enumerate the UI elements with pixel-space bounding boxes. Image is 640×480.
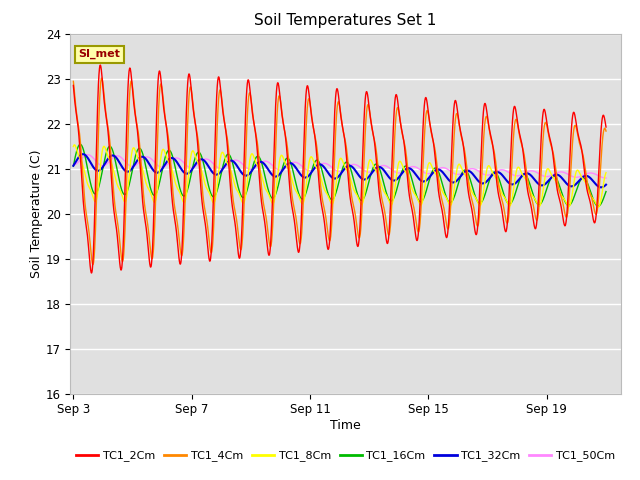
- Text: SI_met: SI_met: [79, 49, 120, 59]
- Y-axis label: Soil Temperature (C): Soil Temperature (C): [30, 149, 43, 278]
- Legend: TC1_2Cm, TC1_4Cm, TC1_8Cm, TC1_16Cm, TC1_32Cm, TC1_50Cm: TC1_2Cm, TC1_4Cm, TC1_8Cm, TC1_16Cm, TC1…: [72, 446, 620, 466]
- X-axis label: Time: Time: [330, 419, 361, 432]
- Title: Soil Temperatures Set 1: Soil Temperatures Set 1: [255, 13, 436, 28]
